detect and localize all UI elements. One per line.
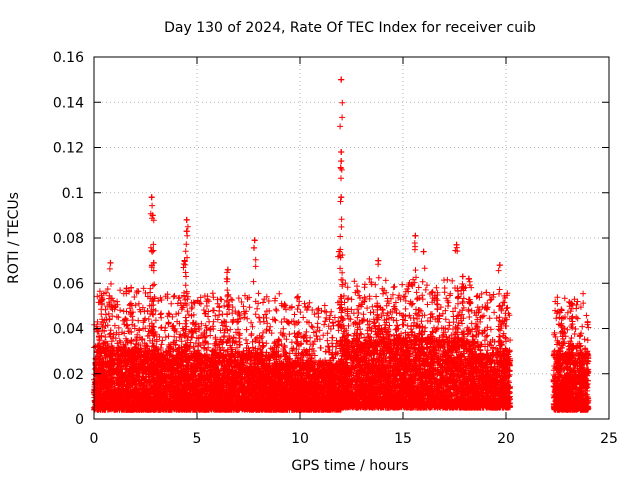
roti-peak-point [99,296,106,303]
axis-ticks: 0 0.02 0.04 0.06 0.08 0.1 0.12 0.14 0.16 0 5 10 15 20… [53,50,618,447]
roti-peak-point [336,248,343,255]
roti-peak-point [294,293,301,300]
x-tick-label: 0 [90,431,99,447]
roti-peak-point [128,284,135,291]
roti-peak-point [150,259,157,266]
roti-peak-point [251,237,258,244]
roti-peak-point [338,76,345,83]
roti-peak-point [496,302,503,309]
roti-peak-point [496,262,503,269]
y-tick-label: 0.12 [53,141,84,157]
x-tick-label: 25 [600,431,618,447]
roti-peak-point [465,275,472,282]
roti-peak-point [558,307,565,314]
x-tick-label: 5 [193,431,202,447]
roti-peak-point [338,194,345,201]
roti-peak-point [338,149,345,156]
roti-peak-point [453,241,460,248]
y-tick-label: 0.1 [62,186,84,202]
roti-peak-point [459,273,466,280]
roti-peak-point [107,259,114,266]
roti-peak-point [412,232,419,239]
x-tick-label: 20 [497,431,515,447]
y-tick-label: 0.06 [53,276,84,292]
y-axis-label: ROTI / TECUs [6,192,22,284]
x-tick-label: 15 [394,431,412,447]
roti-peak-point [568,300,575,307]
roti-peak-point [148,194,155,201]
data-points [91,76,592,413]
roti-peak-point [224,266,231,273]
roti-peak-point [181,257,188,264]
roti-peak-point [149,212,156,219]
roti-point-cloud [91,76,592,413]
gridlines [94,57,609,419]
y-tick-label: 0 [75,412,84,428]
roti-peak-point [338,158,345,165]
y-tick-label: 0.08 [53,231,84,247]
y-tick-label: 0.14 [53,95,84,111]
roti-peak-point [183,228,190,235]
x-tick-label: 10 [291,431,309,447]
y-tick-label: 0.16 [53,50,84,66]
roti-peak-point [183,216,190,223]
roti-peak-point [375,257,382,264]
y-tick-label: 0.04 [53,322,84,338]
x-axis-label: GPS time / hours [291,458,408,474]
roti-peak-point [420,248,427,255]
y-tick-label: 0.02 [53,367,84,383]
chart-title: Day 130 of 2024, Rate Of TEC Index for r… [164,20,536,36]
